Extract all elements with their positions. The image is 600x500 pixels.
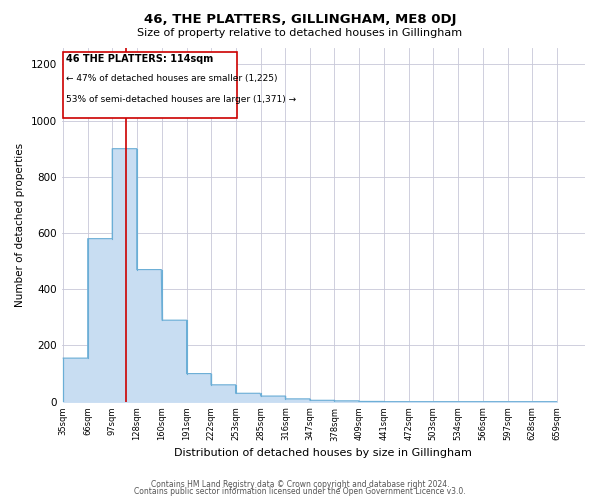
Text: 46, THE PLATTERS, GILLINGHAM, ME8 0DJ: 46, THE PLATTERS, GILLINGHAM, ME8 0DJ	[144, 12, 456, 26]
X-axis label: Distribution of detached houses by size in Gillingham: Distribution of detached houses by size …	[175, 448, 472, 458]
Text: Size of property relative to detached houses in Gillingham: Size of property relative to detached ho…	[137, 28, 463, 38]
Text: Contains public sector information licensed under the Open Government Licence v3: Contains public sector information licen…	[134, 487, 466, 496]
Y-axis label: Number of detached properties: Number of detached properties	[15, 142, 25, 306]
FancyBboxPatch shape	[63, 52, 237, 118]
Text: ← 47% of detached houses are smaller (1,225): ← 47% of detached houses are smaller (1,…	[67, 74, 278, 83]
Text: 53% of semi-detached houses are larger (1,371) →: 53% of semi-detached houses are larger (…	[67, 94, 296, 104]
Text: 46 THE PLATTERS: 114sqm: 46 THE PLATTERS: 114sqm	[67, 54, 214, 64]
Text: Contains HM Land Registry data © Crown copyright and database right 2024.: Contains HM Land Registry data © Crown c…	[151, 480, 449, 489]
